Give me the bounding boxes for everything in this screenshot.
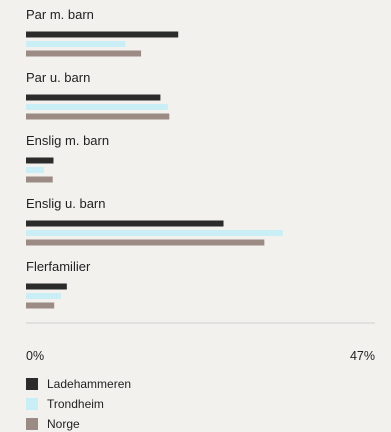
category-group-enslig-u-barn: Enslig u. barn (26, 196, 283, 246)
x-tick-label-max: 47% (350, 349, 375, 363)
bar-ladehammeren (26, 94, 161, 101)
legend-label: Norge (47, 417, 80, 431)
x-tick-label-min: 0% (26, 349, 44, 363)
category-label: Par u. barn (26, 70, 90, 85)
bar-norge (26, 176, 53, 183)
bar-ladehammeren (26, 157, 54, 164)
category-label: Flerfamilier (26, 259, 91, 274)
bar-norge (26, 113, 170, 120)
legend-swatch (26, 398, 38, 410)
bar-trondheim (26, 230, 283, 236)
chart-legend: Ladehammeren Trondheim Norge (26, 377, 131, 431)
legend-swatch (26, 418, 38, 430)
legend-item-norge: Norge (26, 417, 80, 431)
category-group-flerfamilier: Flerfamilier (26, 259, 91, 309)
legend-label: Trondheim (47, 397, 104, 411)
category-label: Enslig u. barn (26, 196, 106, 211)
bar-norge (26, 302, 55, 309)
bar-trondheim (26, 104, 168, 110)
bar-ladehammeren (26, 31, 179, 38)
legend-label: Ladehammeren (47, 377, 131, 391)
bar-norge (26, 50, 142, 57)
bar-norge (26, 239, 265, 246)
category-group-enslig-m-barn: Enslig m. barn (26, 133, 109, 183)
bar-ladehammeren (26, 283, 67, 290)
bar-trondheim (26, 41, 126, 47)
bar-ladehammeren (26, 220, 224, 227)
legend-item-ladehammeren: Ladehammeren (26, 377, 131, 391)
bar-trondheim (26, 167, 44, 173)
legend-item-trondheim: Trondheim (26, 397, 104, 411)
category-label: Enslig m. barn (26, 133, 109, 148)
category-label: Par m. barn (26, 7, 94, 22)
category-group-par-u-barn: Par u. barn (26, 70, 170, 120)
bar-trondheim (26, 293, 61, 299)
chart-categories: Par m. barn Par u. barn Enslig m. barn Ensl… (26, 7, 283, 309)
legend-swatch (26, 378, 38, 390)
category-group-par-m-barn: Par m. barn (26, 7, 179, 57)
